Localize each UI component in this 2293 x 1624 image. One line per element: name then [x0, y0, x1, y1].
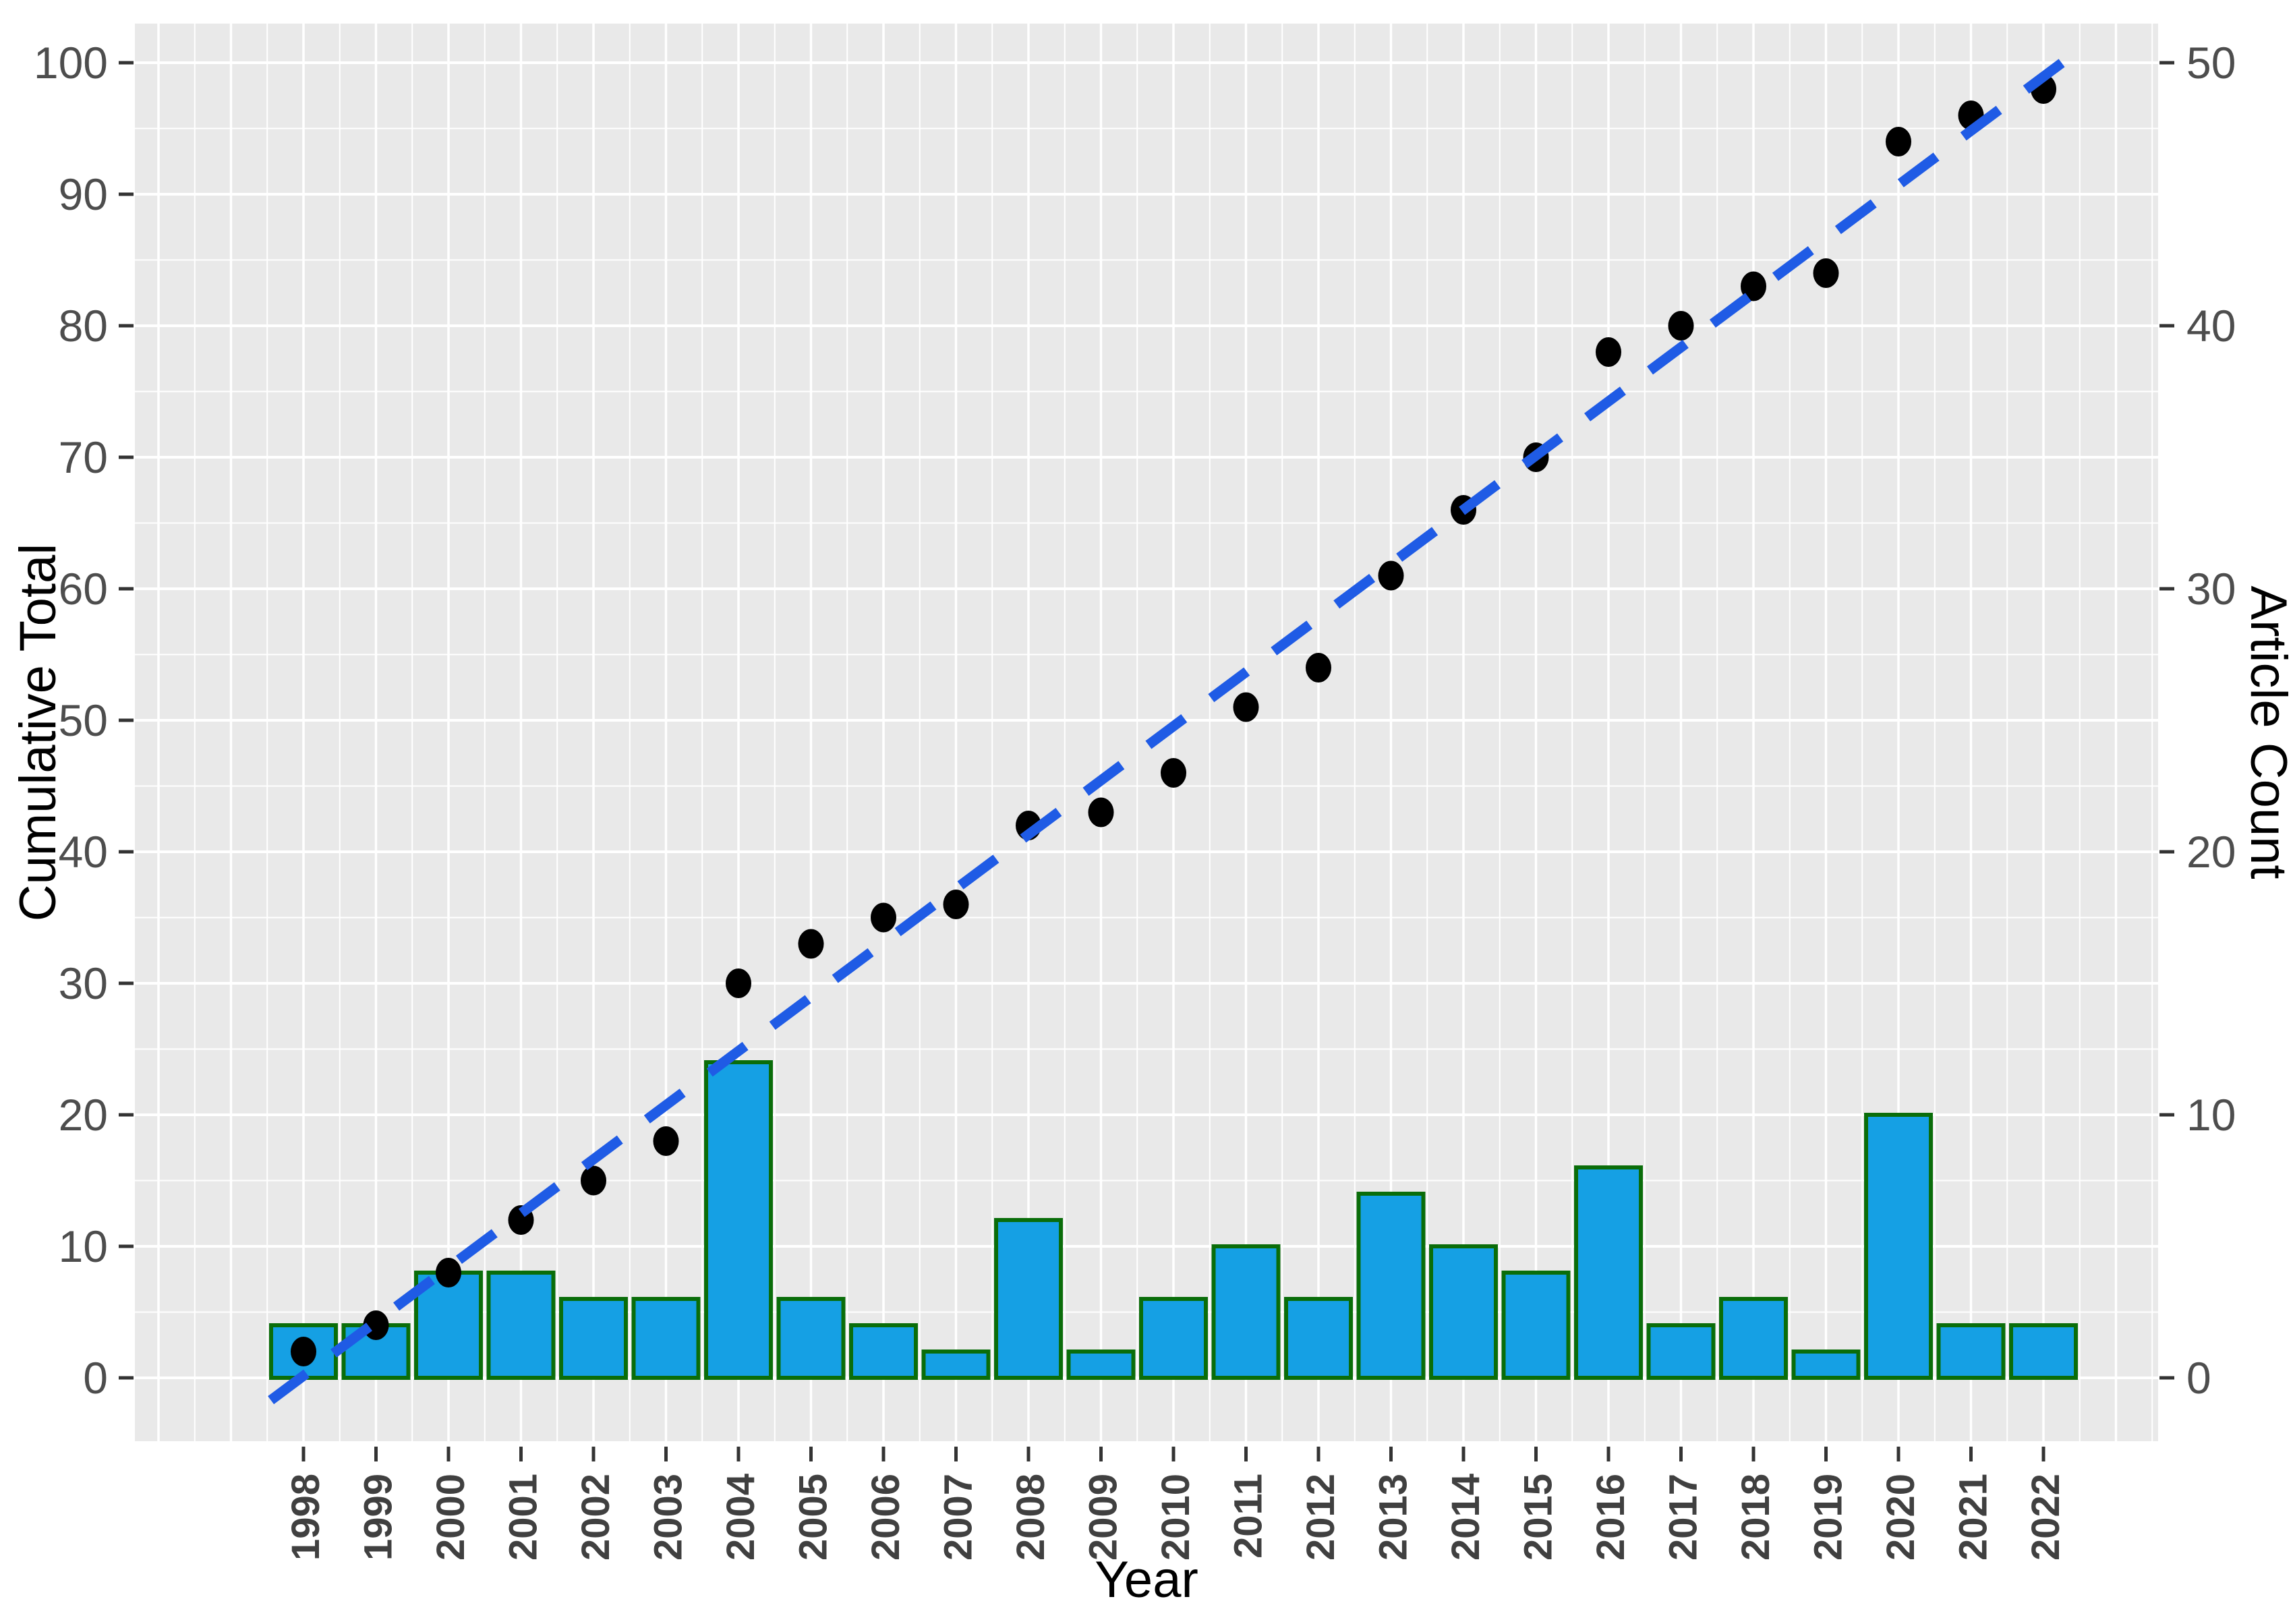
dot-2011 [1233, 692, 1259, 722]
x-tick-label: 2017 [1662, 1474, 1706, 1561]
bar-2002 [559, 1297, 628, 1380]
x-tick-label: 2018 [1734, 1474, 1778, 1561]
bar-2010 [1139, 1297, 1208, 1380]
dot-2010 [1161, 758, 1186, 788]
y-left-tick-label: 70 [59, 432, 108, 482]
bars-article-count [269, 1060, 2078, 1380]
x-tick-label: 2013 [1372, 1474, 1416, 1561]
dot-2012 [1306, 653, 1331, 683]
axis-tick-marks [119, 61, 2174, 1461]
y-left-tick-label: 80 [59, 301, 108, 351]
y-left-tick-label: 100 [34, 38, 108, 88]
dot-2004 [726, 968, 751, 998]
bar-2016 [1574, 1165, 1643, 1380]
axis-tick-labels: 0 10 20 30 40 50 60 70 80 90 100 0 10 20 30 40 50 1998 199… [34, 38, 2236, 1561]
x-tick-label: 2010 [1154, 1474, 1198, 1561]
x-tick-label: 1998 [284, 1474, 328, 1561]
x-tick-label: 2002 [574, 1474, 618, 1561]
x-tick-label: 2009 [1082, 1474, 1126, 1561]
x-axis-title: Year [1095, 1551, 1198, 1608]
bar-2017 [1646, 1323, 1716, 1380]
bar-2021 [1936, 1323, 2006, 1380]
bar-2000 [414, 1271, 483, 1380]
y-left-tick-label: 40 [59, 827, 108, 877]
dot-2000 [436, 1258, 461, 1287]
x-tick-label: 2001 [502, 1474, 546, 1561]
dot-2016 [1596, 337, 1621, 367]
y-left-tick-label: 90 [59, 169, 108, 219]
bar-2003 [631, 1297, 701, 1380]
y-left-tick-label: 60 [59, 564, 108, 614]
trend-dashed-line [268, 45, 2083, 1405]
y-right-tick-label: 30 [2186, 564, 2236, 614]
dot-1998 [291, 1337, 316, 1366]
y-left-axis-title: Cumulative Total [9, 544, 67, 921]
bar-2008 [994, 1218, 1063, 1380]
dot-2006 [871, 902, 896, 933]
x-tick-label: 2022 [2024, 1474, 2068, 1561]
x-tick-label: 2015 [1517, 1474, 1561, 1561]
x-tick-label: 2021 [1952, 1474, 1996, 1561]
gridlines-minor [135, 24, 2158, 1441]
y-left-tick-label: 0 [83, 1353, 108, 1403]
y-left-tick-label: 30 [59, 958, 108, 1008]
dot-2005 [798, 929, 824, 959]
bar-2012 [1284, 1297, 1353, 1380]
x-tick-label: 2019 [1807, 1474, 1851, 1561]
bar-2014 [1429, 1244, 1498, 1380]
x-tick-label: 2004 [719, 1474, 763, 1561]
x-tick-label: 2012 [1299, 1474, 1343, 1561]
plot-panel [135, 24, 2158, 1441]
dot-2019 [1813, 258, 1839, 288]
dot-2013 [1378, 560, 1404, 591]
x-tick-label: 2003 [647, 1474, 691, 1561]
bar-2020 [1864, 1113, 1933, 1380]
x-tick-label: 2016 [1589, 1474, 1633, 1561]
x-tick-label: 2020 [1879, 1474, 1923, 1561]
y-left-tick-label: 50 [59, 695, 108, 745]
bar-2004 [704, 1060, 773, 1380]
dot-2018 [1741, 271, 1766, 301]
bar-2022 [2009, 1323, 2078, 1380]
bar-2019 [1791, 1350, 1861, 1380]
x-tick-label: 2011 [1227, 1474, 1271, 1559]
y-right-tick-label: 50 [2186, 38, 2236, 88]
dot-2007 [943, 890, 969, 919]
bar-2001 [486, 1271, 556, 1380]
dot-2009 [1088, 797, 1114, 828]
y-right-tick-label: 40 [2186, 301, 2236, 351]
dot-2003 [653, 1126, 679, 1156]
bar-2018 [1719, 1297, 1788, 1380]
y-left-tick-label: 10 [59, 1221, 108, 1271]
dot-2002 [581, 1165, 606, 1196]
y-right-tick-label: 0 [2186, 1353, 2211, 1403]
trend-line-group [268, 45, 2083, 1405]
dot-2017 [1668, 311, 1694, 341]
bar-2011 [1211, 1244, 1281, 1380]
y-left-tick-label: 20 [59, 1090, 108, 1140]
bar-2006 [849, 1323, 918, 1380]
bar-2015 [1501, 1271, 1571, 1380]
bar-2013 [1356, 1192, 1426, 1380]
y-right-axis-title: Article Count [2240, 585, 2293, 879]
bar-2005 [776, 1297, 846, 1380]
x-tick-label: 2008 [1009, 1474, 1053, 1561]
x-tick-label: 2005 [792, 1474, 836, 1561]
x-tick-label: 2000 [429, 1474, 473, 1561]
x-tick-label: 2006 [864, 1474, 908, 1561]
y-right-tick-label: 10 [2186, 1090, 2236, 1140]
y-right-tick-label: 20 [2186, 827, 2236, 877]
bar-2009 [1066, 1350, 1136, 1380]
x-tick-label: 2014 [1444, 1474, 1488, 1561]
x-tick-label: 2007 [937, 1474, 981, 1561]
dot-2020 [1886, 127, 1911, 156]
x-tick-label: 1999 [357, 1474, 401, 1561]
bar-2007 [921, 1350, 991, 1380]
